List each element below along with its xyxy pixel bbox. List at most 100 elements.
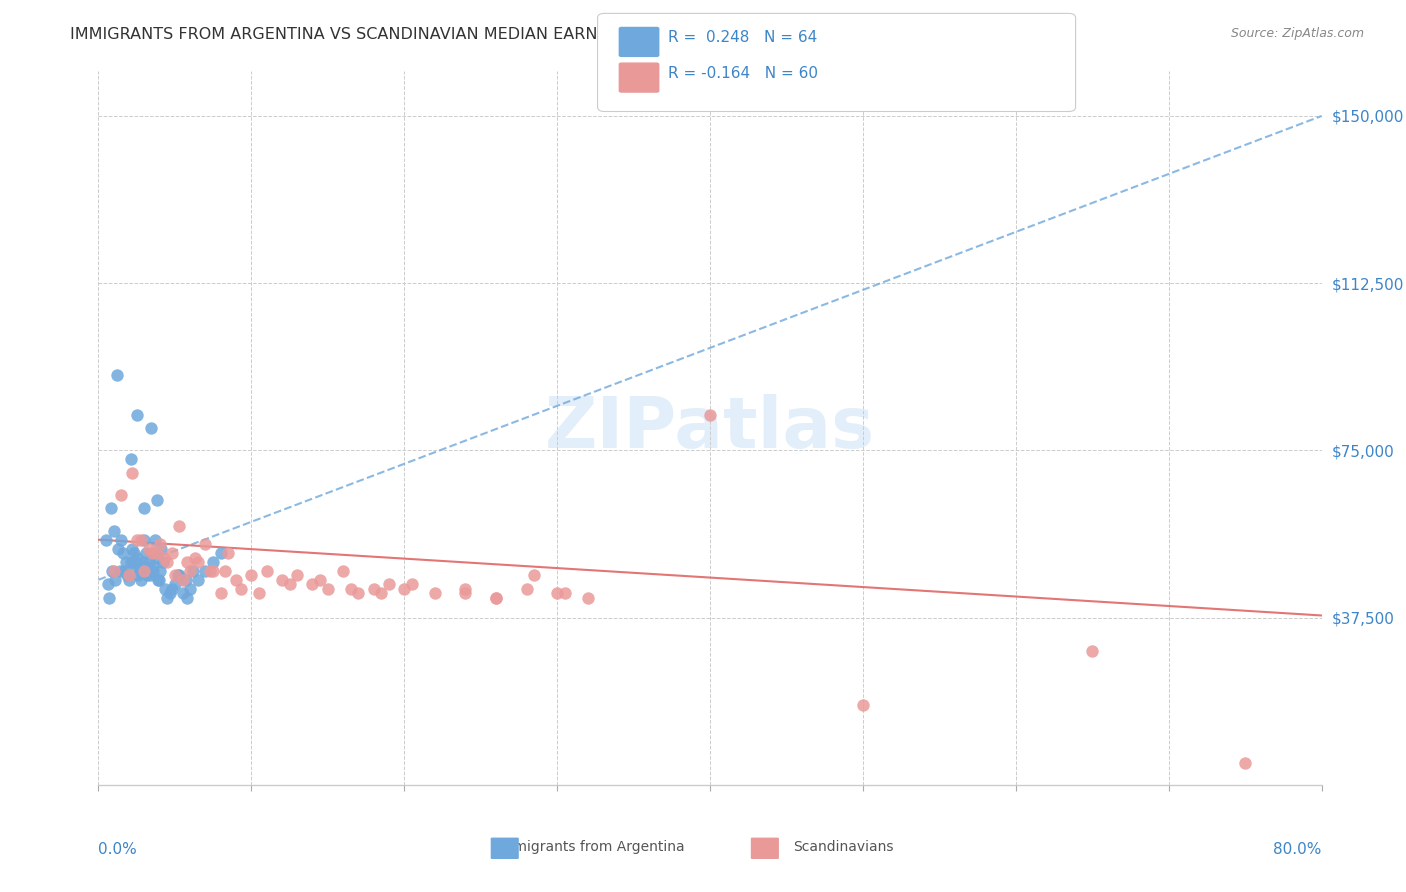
Point <box>169 568 191 582</box>
Point <box>240 568 263 582</box>
Point <box>187 555 209 569</box>
Point <box>148 573 170 587</box>
Point <box>110 488 132 502</box>
Point <box>309 573 332 587</box>
Point <box>181 564 204 578</box>
Point <box>142 559 165 574</box>
Point <box>143 533 166 547</box>
Point <box>149 564 172 578</box>
Point <box>485 591 508 605</box>
Point <box>132 501 155 516</box>
Point <box>127 568 149 582</box>
Point <box>285 568 308 582</box>
Text: ZIPatlas: ZIPatlas <box>546 393 875 463</box>
Point <box>136 564 159 578</box>
Text: 0.0%: 0.0% <box>98 842 138 857</box>
Point <box>121 466 143 480</box>
Point <box>138 555 160 569</box>
Point <box>454 582 477 596</box>
Point <box>118 573 141 587</box>
Point <box>118 568 141 582</box>
Point <box>172 586 194 600</box>
Point <box>217 546 239 560</box>
Point <box>160 546 183 560</box>
Point <box>108 564 131 578</box>
Point <box>176 555 198 569</box>
Point <box>117 568 139 582</box>
Point <box>150 541 173 556</box>
Point <box>159 586 181 600</box>
Point <box>378 577 401 591</box>
Point <box>176 591 198 605</box>
Point <box>247 586 270 600</box>
Point <box>146 573 169 587</box>
Point <box>209 546 232 560</box>
Point <box>105 368 128 382</box>
Point <box>229 582 252 596</box>
Point <box>129 559 152 574</box>
Point <box>194 564 217 578</box>
Point <box>135 546 157 560</box>
Point <box>129 533 152 547</box>
Text: Scandinavians: Scandinavians <box>793 840 894 855</box>
Point <box>128 564 150 578</box>
Point <box>134 564 156 578</box>
Point <box>363 582 385 596</box>
Point <box>145 546 167 560</box>
Point <box>121 541 143 556</box>
Point <box>301 577 323 591</box>
Point <box>163 568 186 582</box>
Point <box>104 573 127 587</box>
Point <box>110 533 132 547</box>
Point <box>169 519 191 533</box>
Point <box>179 582 201 596</box>
Point <box>125 533 148 547</box>
Point <box>103 564 125 578</box>
Point <box>209 586 232 600</box>
Point <box>214 564 236 578</box>
Point <box>134 533 156 547</box>
Point <box>107 541 129 556</box>
Point <box>146 492 169 507</box>
Point <box>554 586 576 600</box>
Point <box>115 555 138 569</box>
Point <box>141 546 163 560</box>
Text: 80.0%: 80.0% <box>1274 842 1322 857</box>
Point <box>370 586 392 600</box>
Point <box>142 564 165 578</box>
Point <box>454 586 477 600</box>
Point <box>135 568 157 582</box>
Point <box>187 573 209 587</box>
Point <box>485 591 508 605</box>
Point <box>163 577 186 591</box>
Point <box>1081 644 1104 658</box>
Point <box>1234 756 1257 770</box>
Point <box>139 568 162 582</box>
Point <box>160 582 183 596</box>
Point <box>516 582 538 596</box>
Point <box>270 573 294 587</box>
Point <box>225 573 247 587</box>
Point <box>392 582 416 596</box>
Point <box>194 537 217 551</box>
Point <box>423 586 446 600</box>
Point <box>202 564 225 578</box>
Point <box>852 698 875 712</box>
Point <box>179 564 201 578</box>
Point <box>141 421 163 435</box>
Point <box>316 582 339 596</box>
Point <box>125 550 148 565</box>
Text: IMMIGRANTS FROM ARGENTINA VS SCANDINAVIAN MEDIAN EARNINGS CORRELATION CHART: IMMIGRANTS FROM ARGENTINA VS SCANDINAVIA… <box>70 27 815 42</box>
Point <box>145 550 167 565</box>
Point <box>98 591 121 605</box>
Text: R = -0.164   N = 60: R = -0.164 N = 60 <box>668 66 818 80</box>
Point <box>347 586 370 600</box>
Point <box>129 573 152 587</box>
Text: R =  0.248   N = 64: R = 0.248 N = 64 <box>668 30 817 45</box>
Point <box>120 555 142 569</box>
Point <box>156 591 179 605</box>
Point <box>111 546 134 560</box>
Point <box>100 501 122 516</box>
Point <box>184 550 207 565</box>
Point <box>278 577 301 591</box>
